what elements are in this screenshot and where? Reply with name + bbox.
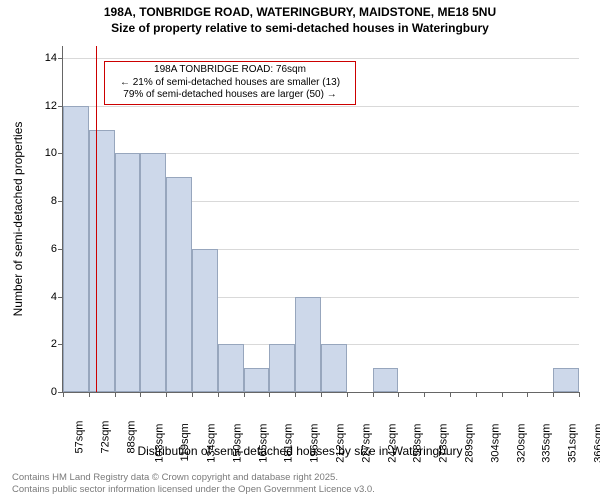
ytick-label: 6 [51, 243, 63, 255]
bar [115, 153, 141, 392]
xtick-mark [502, 392, 503, 397]
xtick-mark [115, 392, 116, 397]
bar [244, 368, 270, 392]
bar [218, 344, 244, 392]
bar [553, 368, 579, 392]
bar [321, 344, 347, 392]
bar [269, 344, 295, 392]
bar [89, 130, 115, 392]
xtick-mark [553, 392, 554, 397]
xtick-mark [89, 392, 90, 397]
chart-title: 198A, TONBRIDGE ROAD, WATERINGBURY, MAID… [0, 4, 600, 36]
bar [192, 249, 218, 392]
xtick-mark [347, 392, 348, 397]
xtick-mark [450, 392, 451, 397]
xtick-mark [166, 392, 167, 397]
xtick-mark [244, 392, 245, 397]
xtick-mark [398, 392, 399, 397]
xtick-mark [424, 392, 425, 397]
bar [166, 177, 192, 392]
bar [373, 368, 399, 392]
xtick-mark [63, 392, 64, 397]
ytick-label: 2 [51, 338, 63, 350]
xtick-mark [373, 392, 374, 397]
xtick-mark [192, 392, 193, 397]
ytick-label: 14 [45, 52, 63, 64]
annotation-line2: ← 21% of semi-detached houses are smalle… [109, 77, 351, 90]
gridline [63, 58, 579, 59]
credits-line2: Contains public sector information licen… [12, 484, 375, 496]
ytick-label: 8 [51, 195, 63, 207]
xtick-mark [321, 392, 322, 397]
xtick-mark [140, 392, 141, 397]
ytick-label: 10 [45, 147, 63, 159]
xtick-mark [527, 392, 528, 397]
ytick-label: 4 [51, 291, 63, 303]
credits-line1: Contains HM Land Registry data © Crown c… [12, 472, 375, 484]
credits: Contains HM Land Registry data © Crown c… [12, 472, 375, 496]
xtick-mark [269, 392, 270, 397]
bar [63, 106, 89, 392]
y-axis-title: Number of semi-detached properties [11, 122, 25, 317]
plot-area: 0246810121457sqm72sqm88sqm103sqm119sqm13… [62, 46, 579, 393]
bar [140, 153, 166, 392]
annotation-line3: 79% of semi-detached houses are larger (… [109, 89, 351, 102]
x-axis-title: Distribution of semi-detached houses by … [0, 444, 600, 458]
title-line1: 198A, TONBRIDGE ROAD, WATERINGBURY, MAID… [0, 4, 600, 20]
xtick-mark [295, 392, 296, 397]
ytick-label: 0 [51, 386, 63, 398]
annotation-line1: 198A TONBRIDGE ROAD: 76sqm [109, 64, 351, 77]
gridline [63, 106, 579, 107]
xtick-mark [579, 392, 580, 397]
bar [295, 297, 321, 392]
ytick-label: 12 [45, 100, 63, 112]
xtick-mark [218, 392, 219, 397]
title-line2: Size of property relative to semi-detach… [0, 20, 600, 36]
property-marker-line [96, 46, 97, 392]
xtick-mark [476, 392, 477, 397]
annotation-box: 198A TONBRIDGE ROAD: 76sqm← 21% of semi-… [104, 61, 356, 105]
